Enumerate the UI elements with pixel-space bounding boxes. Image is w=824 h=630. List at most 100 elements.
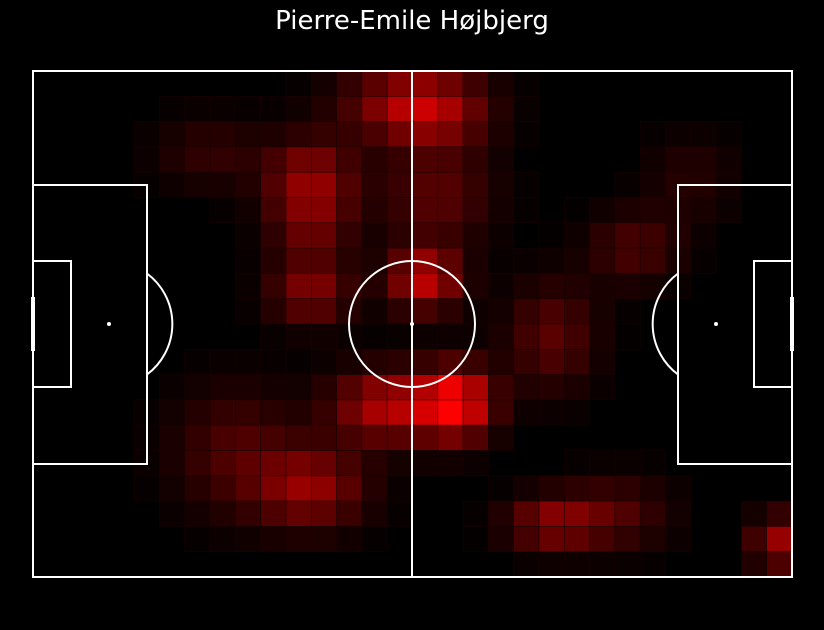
heatmap-cell (462, 374, 489, 401)
heatmap-cell (310, 348, 337, 375)
heatmap-cell (386, 424, 413, 451)
right-penalty-spot (714, 322, 718, 326)
heatmap-cell (665, 121, 692, 148)
heatmap-cell (589, 551, 616, 578)
heatmap-cell (563, 197, 590, 224)
heatmap-cell (538, 551, 565, 578)
heatmap-cell (462, 171, 489, 198)
heatmap-cell (488, 222, 514, 249)
heatmap-cell (462, 247, 489, 274)
heatmap-cell (184, 348, 211, 375)
heatmap-cell (437, 247, 464, 274)
heatmap-cell (336, 475, 363, 502)
heatmap-cell (513, 70, 540, 97)
heatmap-cell (513, 247, 540, 274)
heatmap-cell (361, 348, 388, 375)
heatmap-cell (184, 424, 211, 451)
heatmap-cell (159, 399, 186, 426)
heatmap-cell (184, 146, 211, 173)
heatmap-cell (665, 146, 692, 173)
heatmap-cell (741, 500, 768, 527)
heatmap-cell (159, 450, 186, 477)
heatmap-cell (538, 323, 565, 350)
heatmap-cell (589, 526, 616, 553)
heatmap-cell (184, 96, 211, 122)
heatmap-cell (665, 500, 692, 527)
heatmap-cell (690, 247, 717, 274)
left-penalty-spot (107, 322, 111, 326)
heatmap-cell (741, 551, 768, 578)
heatmap-cell (260, 374, 287, 401)
heatmap-cell (310, 399, 337, 426)
heatmap-cell (285, 96, 312, 122)
heatmap-cell (639, 475, 666, 502)
heatmap-cell (412, 273, 439, 299)
heatmap-cell (159, 374, 186, 401)
heatmap-cell (184, 475, 211, 502)
heatmap-cell (336, 96, 363, 122)
heatmap-cell (361, 298, 388, 325)
heatmap-cell (437, 323, 464, 350)
heatmap-cell (386, 70, 413, 97)
heatmap-cell (741, 526, 768, 553)
heatmap-cell (386, 222, 413, 249)
chart-title: Pierre-Emile Højbjerg (275, 6, 549, 36)
heatmap-cell (766, 500, 793, 527)
heatmap-cell (285, 273, 312, 299)
heatmap-cell (310, 374, 337, 401)
heatmap-cells (133, 70, 793, 578)
heatmap-cell (614, 551, 641, 578)
heatmap-cell (563, 323, 590, 350)
heatmap-cell (563, 247, 590, 274)
heatmap-cell (589, 273, 616, 299)
heatmap-cell (184, 399, 211, 426)
left-penalty-arc (146, 272, 174, 376)
heatmap-cell (310, 247, 337, 274)
heatmap-cell (639, 171, 666, 198)
heatmap-cell (336, 146, 363, 173)
heatmap-cell (209, 424, 236, 451)
heatmap-cell (614, 323, 641, 350)
heatmap-cell (235, 298, 261, 325)
heatmap-cell (462, 121, 489, 148)
heatmap-cell (488, 171, 514, 198)
heatmap-cell (336, 171, 363, 198)
heatmap-cell (386, 323, 413, 350)
heatmap-cell (361, 323, 388, 350)
heatmap-cell (488, 374, 514, 401)
heatmap-cell (665, 475, 692, 502)
heatmap-cell (209, 96, 236, 122)
heatmap-cell (766, 551, 793, 578)
heatmap-cell (437, 171, 464, 198)
heatmap-cell (563, 551, 590, 578)
heatmap-cell (563, 450, 590, 477)
heatmap-cell (715, 146, 742, 173)
heatmap-cell (260, 146, 287, 173)
heatmap-cell (462, 146, 489, 173)
heatmap-cell (133, 121, 160, 148)
heatmap-cell (260, 450, 287, 477)
heatmap-cell (538, 273, 565, 299)
heatmap-cell (336, 348, 363, 375)
heatmap-cell (260, 121, 287, 148)
heatmap-cell (386, 96, 413, 122)
heatmap-cell (488, 197, 514, 224)
heatmap-cell (437, 121, 464, 148)
heatmap-cell (488, 96, 514, 122)
heatmap-cell (639, 146, 666, 173)
heatmap-cell (235, 424, 261, 451)
heatmap-cell (513, 348, 540, 375)
heatmap-cell (310, 475, 337, 502)
heatmap-cell (538, 500, 565, 527)
heatmap-cell (361, 526, 388, 553)
heatmap-cell (589, 500, 616, 527)
heatmap-cell (310, 222, 337, 249)
heatmap-cell (488, 247, 514, 274)
heatmap-cell (386, 121, 413, 148)
heatmap-cell (412, 197, 439, 224)
heatmap-cell (361, 273, 388, 299)
heatmap-cell (285, 348, 312, 375)
heatmap-cell (614, 526, 641, 553)
heatmap-cell (513, 475, 540, 502)
heatmap-cell (285, 399, 312, 426)
